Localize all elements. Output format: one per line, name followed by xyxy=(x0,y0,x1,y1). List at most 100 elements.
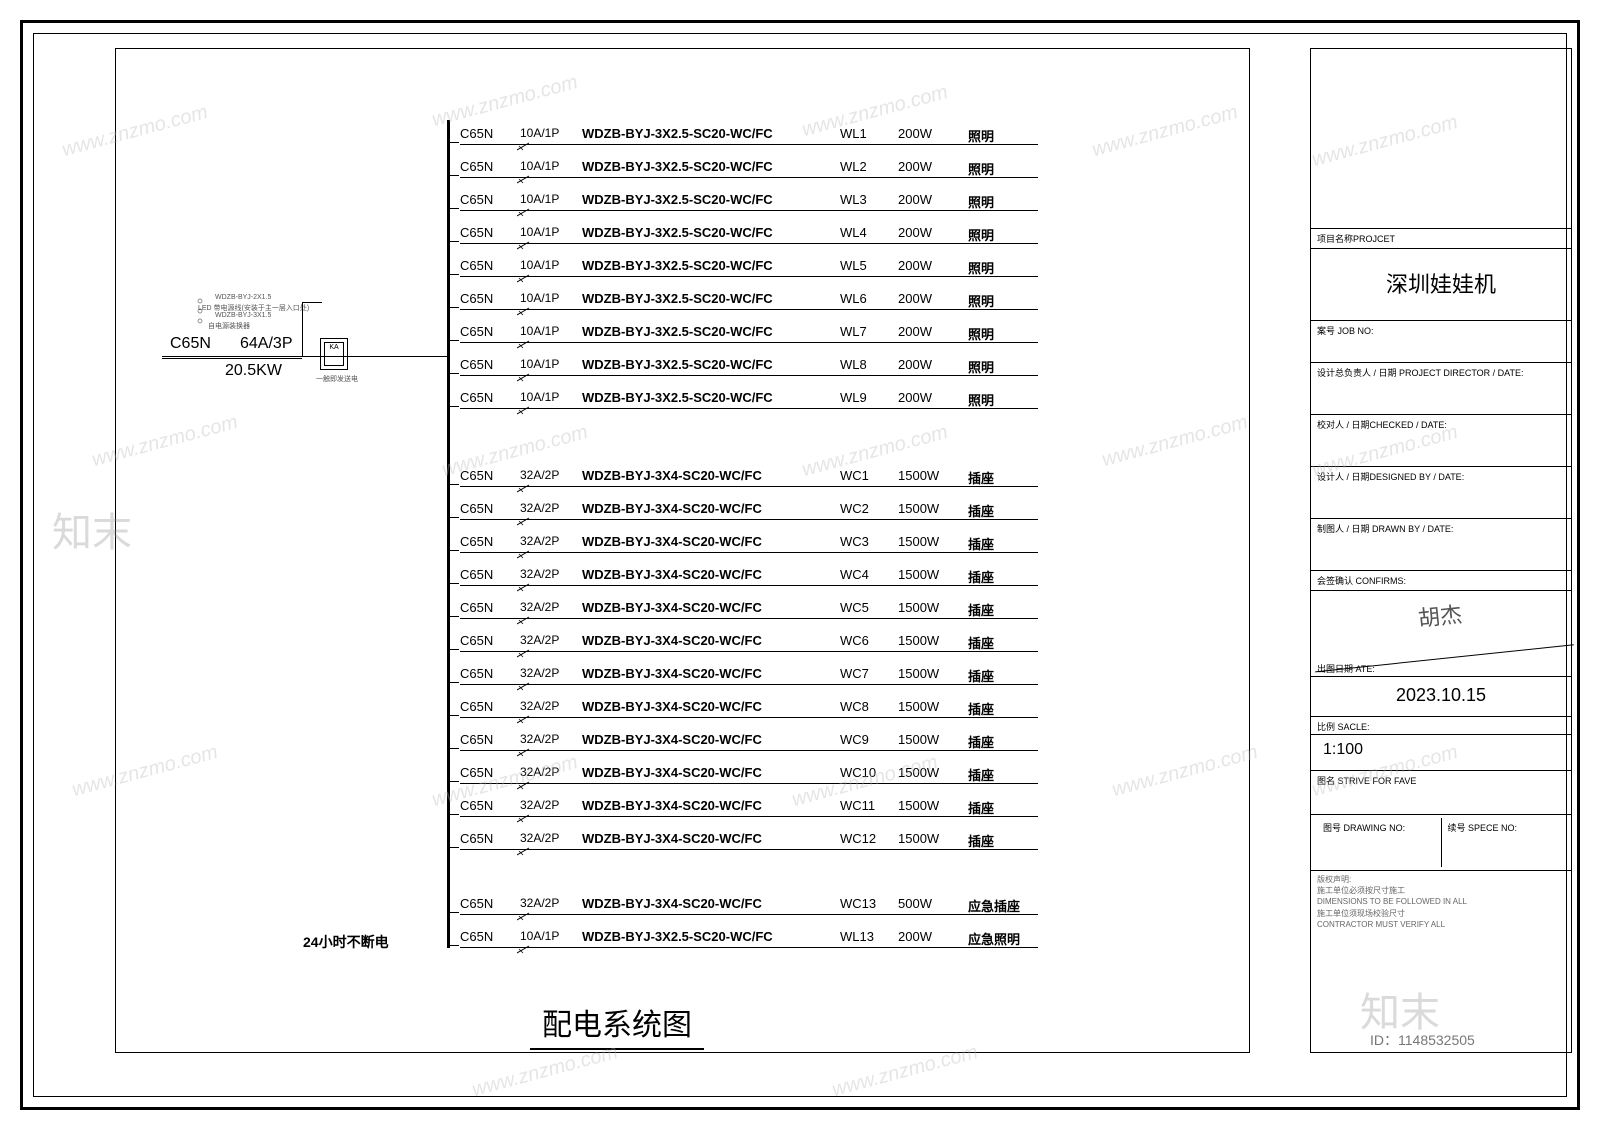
circuit-cable: WDZB-BYJ-3X2.5-SC20-WC/FC xyxy=(582,126,834,141)
circuit-use: 插座 xyxy=(968,798,1038,817)
incoming-line xyxy=(162,356,448,357)
circuit-cable: WDZB-BYJ-3X2.5-SC20-WC/FC xyxy=(582,357,834,372)
breaker-switch-icon xyxy=(517,547,535,565)
main-bus xyxy=(447,120,450,948)
breaker-switch-icon xyxy=(517,304,535,322)
circuit-model: C65N xyxy=(460,357,515,372)
breaker-switch-icon xyxy=(517,403,535,421)
branch-line xyxy=(447,715,459,716)
circuit-rating: 10A/1P xyxy=(520,390,575,404)
circuit-underline xyxy=(460,750,1038,751)
breaker-switch-icon xyxy=(517,580,535,598)
circuit-model: C65N xyxy=(460,567,515,582)
circuit-load: 200W xyxy=(898,192,958,207)
circuit-load: 1500W xyxy=(898,468,958,483)
circuit-rating: 32A/2P xyxy=(520,501,575,515)
ats-label: KA xyxy=(329,344,338,351)
circuit-underline xyxy=(460,144,1038,145)
circuit-model: C65N xyxy=(460,831,515,846)
circuit-rating: 32A/2P xyxy=(520,699,575,713)
incoming-underline xyxy=(162,358,302,359)
circuit-model: C65N xyxy=(460,732,515,747)
circuit-id: WL13 xyxy=(840,929,892,944)
circuit-model: C65N xyxy=(460,798,515,813)
circuit-cable: WDZB-BYJ-3X2.5-SC20-WC/FC xyxy=(582,390,834,405)
circuit-id: WL9 xyxy=(840,390,892,405)
circuit-rating: 32A/2P xyxy=(520,732,575,746)
circuit-use: 插座 xyxy=(968,501,1038,520)
circuit-underline xyxy=(460,519,1038,520)
circuit-cable: WDZB-BYJ-3X4-SC20-WC/FC xyxy=(582,534,834,549)
circuit-id: WC6 xyxy=(840,633,892,648)
circuit-model: C65N xyxy=(460,390,515,405)
circuit-load: 200W xyxy=(898,258,958,273)
circuit-underline xyxy=(460,342,1038,343)
circuit-underline xyxy=(460,276,1038,277)
tb-drawing-name-label: 图名 STRIVE FOR FAVE xyxy=(1317,776,1416,786)
branch-line xyxy=(447,373,459,374)
circuit-id: WL2 xyxy=(840,159,892,174)
circuit-id: WC2 xyxy=(840,501,892,516)
circuit-rating: 10A/1P xyxy=(520,324,575,338)
incoming-note1: WDZB-BYJ-2X1.5 xyxy=(215,294,271,301)
circuit-load: 1500W xyxy=(898,798,958,813)
circuit-rating: 10A/1P xyxy=(520,126,575,140)
branch-line xyxy=(447,682,459,683)
breaker-switch-icon xyxy=(517,646,535,664)
circuit-underline xyxy=(460,684,1038,685)
tb-sheet-right: 续号 SPECE NO: xyxy=(1442,818,1566,867)
circuit-rating: 32A/2P xyxy=(520,468,575,482)
tb-date-value: 2023.10.15 xyxy=(1311,677,1571,717)
branch-line xyxy=(447,175,459,176)
circuit-use: 插座 xyxy=(968,600,1038,619)
title-block: 项目名称PROJCET 深圳娃娃机 案号 JOB NO: 设计总负责人 / 日期… xyxy=(1310,48,1572,1053)
circuit-id: WL1 xyxy=(840,126,892,141)
branch-line xyxy=(447,583,459,584)
tb-footer2: 施工单位必须按尺寸施工 xyxy=(1317,885,1565,896)
breaker-switch-icon xyxy=(517,238,535,256)
circuit-use: 插座 xyxy=(968,765,1038,784)
circuit-load: 200W xyxy=(898,291,958,306)
circuit-id: WC3 xyxy=(840,534,892,549)
circuit-underline xyxy=(460,210,1038,211)
branch-line xyxy=(447,307,459,308)
circuit-cable: WDZB-BYJ-3X4-SC20-WC/FC xyxy=(582,699,834,714)
circuit-underline xyxy=(460,947,1038,948)
circuit-model: C65N xyxy=(460,501,515,516)
tb-sheet-left: 图号 DRAWING NO: xyxy=(1317,818,1442,867)
circuit-rating: 10A/1P xyxy=(520,929,575,943)
circuit-model: C65N xyxy=(460,666,515,681)
emergency-note: 24小时不断电 xyxy=(303,932,389,952)
tb-scale-value: 1:100 xyxy=(1311,735,1571,771)
circuit-use: 照明 xyxy=(968,324,1038,343)
circuit-id: WC7 xyxy=(840,666,892,681)
circuit-load: 1500W xyxy=(898,666,958,681)
circuit-use: 插座 xyxy=(968,567,1038,586)
circuit-id: WC10 xyxy=(840,765,892,780)
circuit-use: 插座 xyxy=(968,534,1038,553)
circuit-cable: WDZB-BYJ-3X2.5-SC20-WC/FC xyxy=(582,159,834,174)
circuit-rating: 32A/2P xyxy=(520,798,575,812)
circuit-id: WC8 xyxy=(840,699,892,714)
circuit-underline xyxy=(460,375,1038,376)
circuit-id: WL3 xyxy=(840,192,892,207)
circuit-underline xyxy=(460,816,1038,817)
branch-line xyxy=(447,241,459,242)
branch-line xyxy=(447,550,459,551)
breaker-switch-icon xyxy=(517,271,535,289)
tb-project-name: 深圳娃娃机 xyxy=(1311,249,1571,321)
breaker-switch-icon xyxy=(517,337,535,355)
circuit-load: 1500W xyxy=(898,600,958,615)
circuit-model: C65N xyxy=(460,699,515,714)
tb-date-label: 出图日期 ATE: xyxy=(1317,664,1375,674)
branch-line xyxy=(447,814,459,815)
circuit-use: 照明 xyxy=(968,126,1038,145)
circuit-id: WC5 xyxy=(840,600,892,615)
circuit-rating: 32A/2P xyxy=(520,600,575,614)
circuit-model: C65N xyxy=(460,534,515,549)
branch-line xyxy=(447,748,459,749)
circuit-cable: WDZB-BYJ-3X4-SC20-WC/FC xyxy=(582,896,834,911)
incoming-rating: 64A/3P xyxy=(240,335,292,353)
circuit-use: 照明 xyxy=(968,225,1038,244)
circuit-load: 1500W xyxy=(898,633,958,648)
